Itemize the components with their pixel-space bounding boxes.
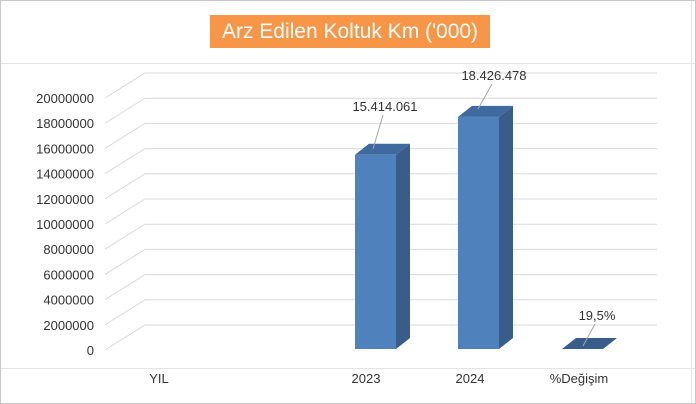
y-tick-label: 8000000 [43, 242, 94, 257]
data-label-leader [372, 114, 384, 150]
x-tick-label: 2023 [352, 371, 381, 386]
bar-side [499, 105, 513, 349]
bar-front [355, 154, 396, 349]
gridline [104, 97, 657, 124]
x-tick-label: YIL [149, 371, 169, 386]
data-label-leader [477, 83, 493, 110]
y-tick-label: 4000000 [43, 293, 94, 308]
data-label: 18.426.478 [461, 68, 526, 83]
data-label-leader [582, 323, 596, 347]
bar-side [396, 143, 410, 349]
y-tick-label: 18000000 [36, 116, 94, 131]
data-label: 15.414.061 [352, 99, 417, 114]
y-tick-label: 12000000 [36, 192, 94, 207]
y-tick-label: 10000000 [36, 217, 94, 232]
bar-top [458, 105, 513, 117]
bar-front [458, 116, 499, 349]
y-tick-label: 16000000 [36, 141, 94, 156]
y-tick-label: 0 [87, 343, 94, 358]
x-tick-label: 2024 [456, 371, 485, 386]
gridline [104, 72, 657, 99]
bar-top [562, 338, 617, 349]
bar-top [355, 143, 410, 155]
chart-title: Arz Edilen Koltuk Km ('000) [210, 15, 490, 48]
data-label: 19,5% [579, 308, 616, 323]
x-tick-label: %Değişim [550, 371, 609, 386]
y-tick-label: 20000000 [36, 91, 94, 106]
y-tick-label: 14000000 [36, 167, 94, 182]
y-tick-label: 6000000 [43, 267, 94, 282]
y-tick-label: 2000000 [43, 318, 94, 333]
